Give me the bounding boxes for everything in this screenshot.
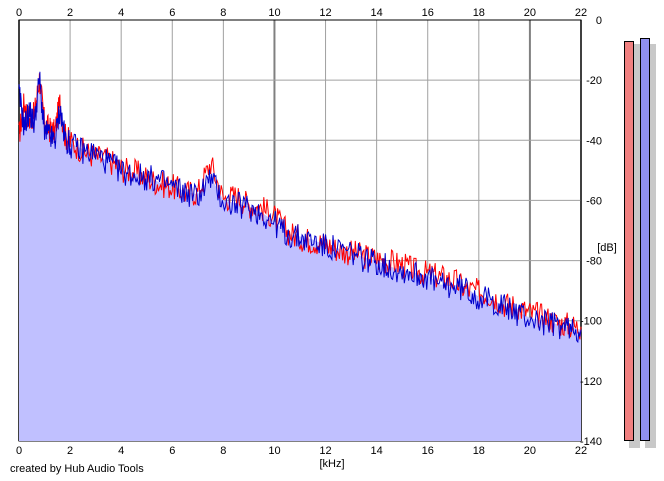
spectrum-fill [19,77,581,441]
x-tick-label-bottom: 14 [371,445,383,457]
level-meter-right [640,38,650,441]
y-tick-label: -120 [580,376,602,388]
series-lines [18,71,582,344]
x-tick-label-top: 2 [67,7,73,19]
y-tick-label: 0 [596,15,602,27]
x-tick-label-bottom: 16 [422,445,434,457]
x-tick-label-bottom: 4 [118,445,124,457]
spectrum-area [19,77,581,441]
x-tick-label-top: 8 [220,7,226,19]
x-tick-label-top: 14 [371,7,383,19]
x-tick-label-bottom: 20 [524,445,536,457]
x-tick-label-top: 0 [16,7,22,19]
x-tick-label-bottom: 6 [169,445,175,457]
x-tick-label-bottom: 18 [473,445,485,457]
y-tick-label: -140 [580,436,602,448]
credit-text: created by Hub Audio Tools [10,463,144,475]
y-tick-label: -40 [586,135,602,147]
x-tick-label-top: 16 [422,7,434,19]
x-tick-label-top: 6 [169,7,175,19]
x-tick-label-bottom: 22 [575,445,587,457]
x-tick-label-bottom: 12 [319,445,331,457]
y-tick-label: -20 [586,75,602,87]
y-axis-label: [dB] [597,242,617,254]
x-tick-label-bottom: 2 [67,445,73,457]
meter-left-shadow [629,44,640,448]
series-line-blue [18,71,582,344]
level-meter-left [624,41,634,441]
x-tick-label-top: 20 [524,7,536,19]
x-tick-label-top: 12 [319,7,331,19]
y-tick-label: -80 [586,256,602,268]
x-tick-label-bottom: 8 [220,445,226,457]
meter-right-shadow [645,44,656,448]
x-tick-label-bottom: 0 [16,445,22,457]
x-tick-label-top: 4 [118,7,124,19]
x-tick-label-top: 18 [473,7,485,19]
y-tick-label: -100 [580,316,602,328]
x-axis-label: [kHz] [319,458,344,470]
y-tick-labels: 0 -20 -40 -60 -80 -100 -120 -140 [580,15,602,448]
x-tick-label-bottom: 10 [268,445,280,457]
x-tick-label-top: 10 [268,7,280,19]
x-tick-label-top: 22 [575,7,587,19]
y-tick-label: -60 [586,195,602,207]
